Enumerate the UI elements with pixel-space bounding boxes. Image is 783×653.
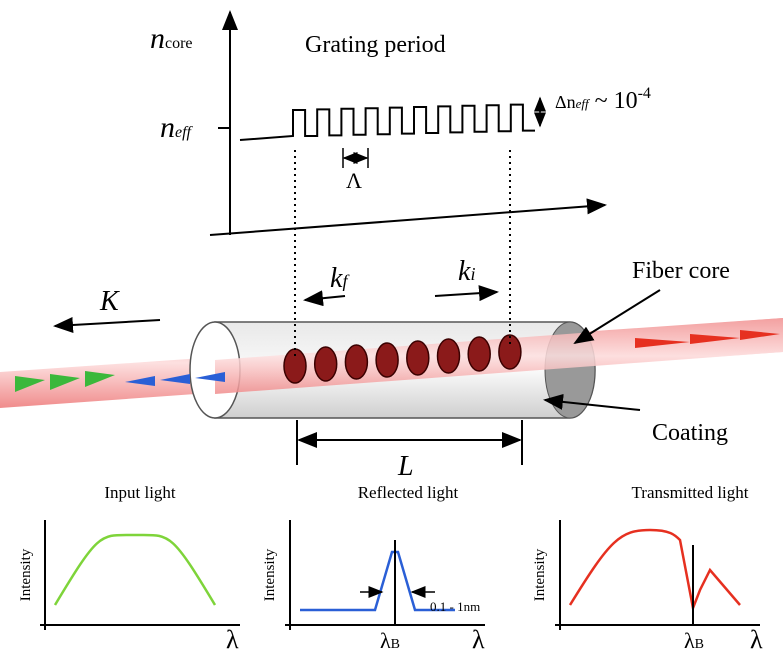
coating-label: Coating [652, 420, 728, 446]
width-note: 0.1 - 1nm [430, 599, 480, 614]
input-plot: Input light Intensity λ [18, 483, 240, 653]
marker-label: λB [380, 628, 400, 653]
arrow [543, 393, 641, 411]
marker-label: λB [684, 628, 704, 653]
n-core-label: ncore [150, 22, 193, 55]
grating-bead [436, 338, 461, 374]
grating-bead [498, 334, 522, 370]
input-pulses [15, 371, 115, 392]
plot-title: Reflected light [358, 483, 459, 502]
grating-bead [467, 336, 491, 372]
period-label: Λ [346, 168, 362, 193]
fiber: K kf ki Fiber core Coating L [0, 150, 783, 482]
transmitted-pulses [635, 330, 780, 348]
reflected-plot: Reflected light Intensity λ λB 0.1 - 1nm [262, 483, 485, 653]
grating-beads [283, 334, 522, 384]
length-label: L [397, 451, 414, 482]
kf-label: kf [330, 263, 350, 294]
reflected-pulses [125, 372, 225, 386]
arrow [303, 290, 346, 307]
x-label: λ [750, 625, 763, 653]
grating-bead [375, 342, 399, 378]
y-label: Intensity [532, 548, 548, 601]
y-label: Intensity [262, 548, 278, 601]
x-axis [209, 198, 607, 236]
transmitted-plot: Transmitted light Intensity λ λB [532, 483, 763, 653]
grating-bead [406, 340, 430, 376]
profile-title: Grating period [305, 32, 446, 58]
core-label: Fiber core [632, 258, 730, 284]
curve [568, 528, 741, 613]
arrow [573, 289, 661, 345]
arrow [434, 285, 499, 302]
ki-label: ki [458, 256, 475, 287]
x-label: λ [472, 625, 485, 653]
grating-bead [344, 344, 369, 380]
arrow [53, 316, 161, 333]
grating-profile [239, 103, 535, 141]
index-profile: ncore Grating period neff Δneff ~ 10-4 Λ [150, 10, 651, 236]
n-eff-label: neff [160, 111, 194, 144]
curve [53, 533, 217, 606]
y-label: Intensity [18, 548, 34, 601]
index-change-label: Δneff ~ 10-4 [555, 85, 651, 114]
grating-bead [313, 346, 338, 382]
K-label: K [99, 286, 120, 317]
plot-title: Input light [104, 483, 176, 502]
x-label: λ [226, 625, 239, 653]
plot-title: Transmitted light [632, 483, 749, 502]
